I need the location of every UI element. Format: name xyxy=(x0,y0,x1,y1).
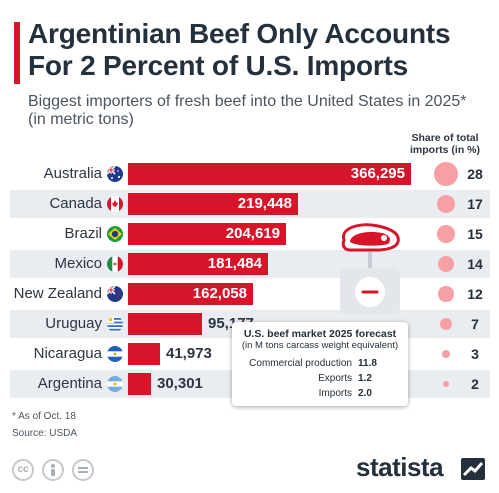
data-label: 30,301 xyxy=(157,375,203,392)
data-label: 181,484 xyxy=(207,255,262,272)
nicaragua-flag-icon xyxy=(107,346,123,362)
bar-row: Nicaragua 41,973 3 xyxy=(10,340,490,368)
by-icon[interactable] xyxy=(42,459,64,481)
forecast-title: U.S. beef market 2025 forecast xyxy=(243,328,397,340)
forecast-label: Imports xyxy=(318,388,352,399)
bar xyxy=(128,283,253,305)
data-label: 204,619 xyxy=(225,225,280,242)
forecast-box: U.S. beef market 2025 forecast (in M ton… xyxy=(232,322,408,406)
share-bubble xyxy=(438,286,454,302)
bar xyxy=(128,313,202,335)
data-label: 219,448 xyxy=(237,195,292,212)
forecast-subtitle: (in M tons carcass weight equivalent) xyxy=(241,340,399,351)
category-label: Australia xyxy=(43,165,102,182)
bar xyxy=(128,163,411,185)
argentina-flag-icon xyxy=(107,376,123,392)
source-note: Source: USDA xyxy=(12,428,78,439)
new-zealand-flag-icon xyxy=(107,286,123,302)
data-label: 366,295 xyxy=(350,165,405,182)
statista-logo-icon xyxy=(461,458,485,480)
category-label: Mexico xyxy=(54,255,102,272)
chart-subtitle: Biggest importers of fresh beef into the… xyxy=(28,93,467,128)
data-label: 41,973 xyxy=(166,345,212,362)
category-label: Canada xyxy=(49,195,102,212)
brand-logo[interactable]: statista xyxy=(356,452,444,482)
bar xyxy=(128,343,160,365)
share-bubble xyxy=(434,162,458,186)
share-label: 15 xyxy=(467,226,483,242)
data-label: 162,058 xyxy=(192,285,247,302)
forecast-row: Exports 1.2 xyxy=(232,373,408,386)
forecast-value: 2.0 xyxy=(358,388,372,399)
bar-row: New Zealand 162,058 12 xyxy=(10,280,490,308)
bar-row: Brazil 204,619 15 xyxy=(10,220,490,248)
category-label: Brazil xyxy=(64,225,102,242)
forecast-value: 11.8 xyxy=(358,358,377,369)
share-bubble xyxy=(440,318,452,330)
footnote: * As of Oct. 18 xyxy=(12,411,76,422)
bar-row: Canada 219,448 17 xyxy=(10,190,490,218)
share-bubble xyxy=(437,255,455,273)
category-label: New Zealand xyxy=(13,285,102,302)
forecast-value: 1.2 xyxy=(358,373,372,384)
cc-icon[interactable]: cc xyxy=(12,459,34,481)
share-label: 7 xyxy=(471,316,479,332)
share-bubble xyxy=(442,350,450,358)
share-label: 12 xyxy=(467,286,483,302)
bar xyxy=(128,253,268,275)
nd-icon[interactable] xyxy=(72,459,94,481)
share-label: 2 xyxy=(471,376,479,392)
forecast-row: Imports 2.0 xyxy=(232,388,408,401)
canada-flag-icon xyxy=(107,196,123,212)
forecast-label: Commercial production xyxy=(249,358,352,369)
brazil-flag-icon xyxy=(107,226,123,242)
share-label: 17 xyxy=(467,196,483,212)
category-label: Nicaragua xyxy=(33,345,102,362)
uruguay-flag-icon xyxy=(107,316,123,332)
category-label: Argentina xyxy=(37,375,102,392)
share-bubble xyxy=(437,225,455,243)
chart-title: Argentinian Beef Only Accounts For 2 Per… xyxy=(28,18,451,81)
share-label: 28 xyxy=(467,166,483,182)
bar-row: Australia 366,295 28 xyxy=(10,160,490,188)
bar xyxy=(128,373,151,395)
bar xyxy=(128,223,286,245)
share-label: 14 xyxy=(467,256,483,272)
title-accent-bar xyxy=(14,22,20,84)
forecast-label: Exports xyxy=(318,373,352,384)
share-label: 3 xyxy=(471,346,479,362)
share-bubble xyxy=(442,380,450,388)
category-label: Uruguay xyxy=(45,315,102,332)
share-column-header: Share of total imports (in %) xyxy=(410,132,480,156)
australia-flag-icon xyxy=(107,166,123,182)
mexico-flag-icon xyxy=(107,256,123,272)
forecast-row: Commercial production 11.8 xyxy=(232,358,408,371)
bar-row: Mexico 181,484 14 xyxy=(10,250,490,278)
bar xyxy=(128,193,298,215)
beef-scale-icon xyxy=(340,223,400,314)
share-bubble xyxy=(436,194,456,214)
